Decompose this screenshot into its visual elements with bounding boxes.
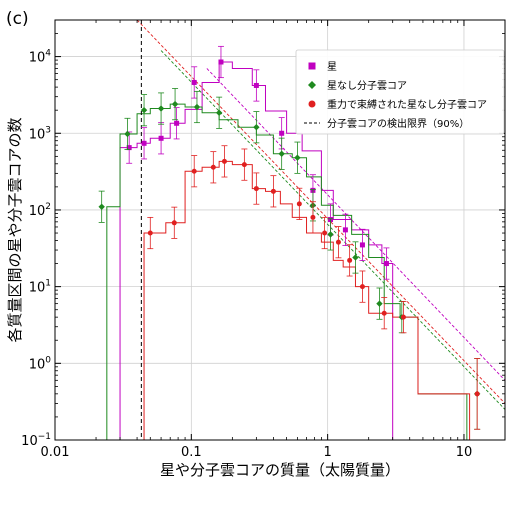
data-point-diamond — [278, 150, 285, 157]
data-point-circle — [310, 214, 316, 220]
data-point-circle — [270, 188, 276, 194]
data-point-diamond — [193, 103, 201, 111]
data-point-diamond — [98, 203, 105, 210]
plot-frame — [54, 19, 506, 441]
y-tick-label: 10−1 — [21, 432, 51, 449]
x-tick-label: 0.01 — [41, 445, 70, 460]
data-point-square — [158, 135, 164, 141]
data-point-diamond — [253, 123, 260, 131]
data-point-circle — [171, 220, 177, 226]
panel-label: (c) — [6, 9, 29, 29]
data-point-diamond — [124, 130, 131, 138]
data-point-square — [383, 261, 389, 267]
legend-label: 重力で束縛された星なし分子雲コア — [327, 98, 487, 111]
data-point-square — [191, 79, 197, 85]
data-point-square — [126, 145, 132, 151]
legend-label: 分子雲コアの検出限界（90%） — [327, 117, 469, 130]
data-point-diamond — [352, 254, 359, 261]
data-point-circle — [347, 257, 353, 263]
axis-ticks: 0.01 0.1 1 10 10−1 100 101 102 103 104 — [21, 20, 505, 460]
legend-marker-diamond — [308, 81, 316, 89]
fit-line — [136, 19, 506, 404]
y-tick-label: 104 — [29, 49, 52, 66]
data-point-diamond — [157, 105, 165, 112]
data-points — [98, 45, 481, 430]
y-axis-title: 各質量区間の星や分子雲コアの数 — [6, 117, 24, 342]
data-point-diamond — [215, 109, 223, 116]
data-point-circle — [474, 391, 480, 397]
data-point-square — [342, 227, 348, 233]
x-axis-title: 星や分子雲コアの質量（太陽質量） — [160, 461, 400, 479]
data-point-diamond — [327, 231, 334, 238]
data-point-square — [279, 130, 285, 136]
data-point-diamond — [171, 100, 179, 108]
legend-box — [295, 49, 505, 135]
x-tick-label: 1 — [324, 445, 332, 460]
data-point-circle — [191, 168, 197, 174]
y-tick-label: 100 — [29, 355, 52, 372]
data-point-square — [253, 82, 259, 88]
data-point-square — [174, 120, 180, 126]
data-point-circle — [322, 230, 328, 236]
data-point-square — [218, 59, 224, 65]
legend-label: 星 — [327, 61, 337, 73]
data-point-diamond — [294, 154, 301, 161]
y-tick-label: 101 — [29, 279, 51, 296]
data-point-square — [141, 140, 147, 146]
data-point-circle — [210, 164, 216, 170]
data-point-circle — [221, 158, 227, 164]
x-tick-label: 0.1 — [181, 445, 202, 460]
data-point-circle — [400, 314, 406, 320]
y-tick-label: 102 — [29, 202, 51, 219]
x-tick-label: 10 — [456, 445, 473, 460]
data-point-circle — [147, 230, 153, 236]
data-point-circle — [296, 201, 302, 207]
data-point-diamond — [376, 300, 383, 307]
histogram-line — [89, 103, 488, 441]
legend-marker-circle — [308, 100, 316, 108]
data-point-circle — [335, 239, 341, 245]
histogram-line — [143, 160, 488, 441]
legend-marker-square — [308, 62, 316, 70]
data-point-circle — [253, 186, 259, 192]
legend-label: 星なし分子雲コア — [327, 80, 407, 92]
data-point-circle — [381, 310, 387, 316]
data-point-square — [359, 242, 365, 248]
data-point-circle — [359, 284, 365, 290]
data-point-circle — [241, 162, 247, 168]
y-tick-label: 103 — [29, 125, 51, 142]
data-point-diamond — [140, 106, 148, 114]
